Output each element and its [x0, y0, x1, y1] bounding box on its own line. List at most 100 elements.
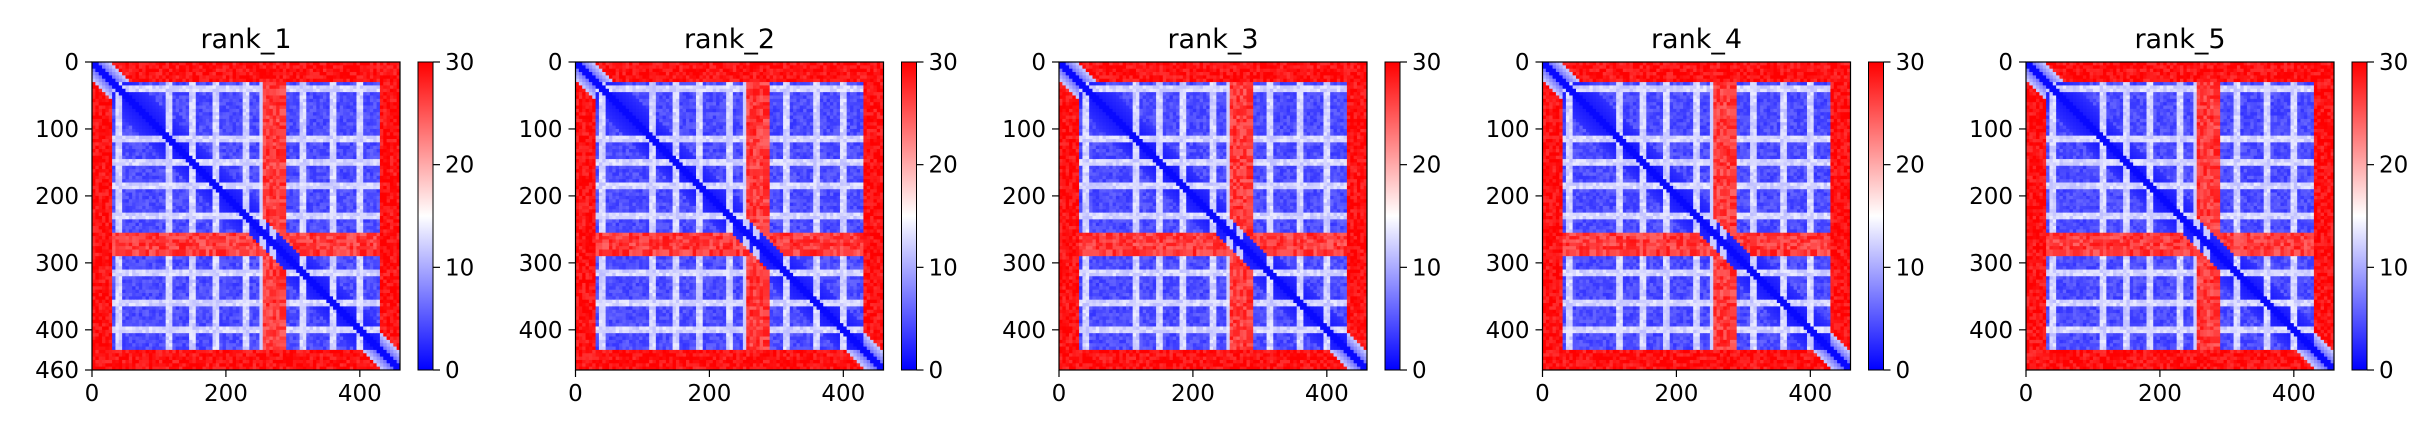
heatmap-cell [256, 206, 260, 210]
heatmap-cell [189, 99, 193, 103]
heatmap-cell [213, 193, 217, 197]
heatmap-cell [132, 183, 136, 187]
heatmap-cell [340, 179, 344, 183]
heatmap-cell [276, 193, 280, 197]
heatmap-cell [383, 69, 387, 73]
heatmap-cell [310, 122, 314, 126]
heatmap-cell [273, 102, 277, 106]
heatmap-cell [162, 116, 166, 120]
heatmap-cell [213, 72, 217, 76]
heatmap-cell [306, 223, 310, 227]
heatmap-cell [142, 119, 146, 123]
heatmap-cell [350, 183, 354, 187]
heatmap-cell [266, 109, 270, 113]
heatmap-cell [95, 216, 99, 220]
heatmap-cell [293, 216, 297, 220]
heatmap-cell [186, 72, 190, 76]
heatmap-cell [303, 166, 307, 170]
heatmap-cell [259, 172, 263, 176]
heatmap-cell [119, 95, 123, 99]
heatmap-cell [179, 216, 183, 220]
heatmap-cell [296, 146, 300, 150]
heatmap-cell [102, 216, 106, 220]
heatmap-cell [259, 149, 263, 153]
heatmap-cell [105, 166, 109, 170]
heatmap-cell [323, 146, 327, 150]
heatmap-cell [142, 189, 146, 193]
heatmap-cell [303, 69, 307, 73]
heatmap-cell [192, 166, 196, 170]
heatmap-cell [246, 156, 250, 160]
heatmap-cell [122, 236, 126, 240]
heatmap-cell [367, 106, 371, 110]
heatmap-cell [223, 226, 227, 230]
heatmap-cell [336, 129, 340, 133]
heatmap-cell [229, 69, 233, 73]
heatmap-cell [313, 136, 317, 140]
heatmap-cell [293, 102, 297, 106]
heatmap-cell [283, 193, 287, 197]
heatmap-cell [216, 146, 220, 150]
heatmap-cell [246, 229, 250, 233]
heatmap-cell [202, 129, 206, 133]
heatmap-cell [296, 226, 300, 230]
heatmap-cell [229, 129, 233, 133]
heatmap-cell [146, 139, 150, 143]
heatmap-cell [249, 82, 253, 86]
heatmap-cell [199, 176, 203, 180]
heatmap-cell [166, 196, 170, 200]
heatmap-cell [387, 186, 391, 190]
heatmap-cell [269, 152, 273, 156]
heatmap-cell [387, 159, 391, 163]
heatmap-cell [125, 193, 129, 197]
heatmap-cell [373, 189, 377, 193]
heatmap-cell [219, 219, 223, 223]
heatmap-cell [233, 236, 237, 240]
heatmap-cell [249, 112, 253, 116]
heatmap-cell [223, 75, 227, 79]
heatmap-cell [213, 189, 217, 193]
heatmap-cell [350, 116, 354, 120]
heatmap-cell [239, 169, 243, 173]
heatmap-cell [99, 159, 103, 163]
heatmap-cell [162, 156, 166, 160]
heatmap-cell [377, 239, 381, 243]
heatmap-cell [125, 166, 129, 170]
heatmap-cell [343, 132, 347, 136]
heatmap-cell [350, 146, 354, 150]
heatmap-cell [296, 99, 300, 103]
heatmap-cell [139, 95, 143, 99]
heatmap-cell [340, 159, 344, 163]
heatmap-cell [373, 166, 377, 170]
heatmap-cell [176, 243, 180, 247]
heatmap-cell [346, 233, 350, 237]
heatmap-cell [189, 156, 193, 160]
heatmap-cell [202, 102, 206, 106]
heatmap-cell [132, 239, 136, 243]
heatmap-cell [119, 122, 123, 126]
heatmap-cell [249, 169, 253, 173]
heatmap-cell [330, 226, 334, 230]
heatmap-cell [296, 89, 300, 93]
heatmap-cell [370, 72, 374, 76]
heatmap-cell [243, 183, 247, 187]
heatmap-cell [293, 223, 297, 227]
heatmap-cell [249, 216, 253, 220]
heatmap-cell [142, 129, 146, 133]
heatmap-cell [296, 233, 300, 237]
heatmap-cell [313, 213, 317, 217]
heatmap-cell [350, 102, 354, 106]
heatmap-cell [206, 176, 210, 180]
heatmap-cell [290, 236, 294, 240]
heatmap-cell [286, 95, 290, 99]
heatmap-cell [363, 229, 367, 233]
heatmap-cell [109, 82, 113, 86]
heatmap-cell [350, 236, 354, 240]
heatmap-cell [356, 166, 360, 170]
heatmap-cell [313, 193, 317, 197]
heatmap-cell [370, 213, 374, 217]
heatmap-cell [286, 142, 290, 146]
heatmap-cell [152, 179, 156, 183]
heatmap-cell [162, 106, 166, 110]
heatmap-cell [112, 72, 116, 76]
